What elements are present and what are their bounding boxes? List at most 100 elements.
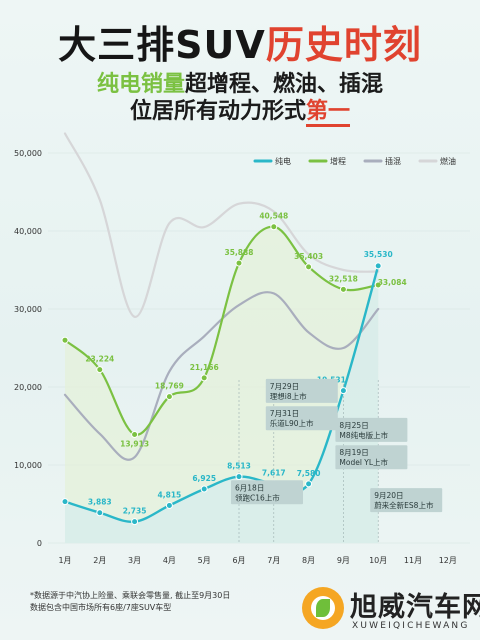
data-point-erev bbox=[61, 336, 69, 344]
data-point-erev bbox=[305, 263, 313, 271]
annotation-text: Model YL上市 bbox=[339, 457, 388, 467]
annotation-text: 8月19日 bbox=[339, 448, 368, 457]
data-point-erev bbox=[96, 366, 104, 374]
data-label-erev: 35,888 bbox=[225, 248, 254, 257]
subheadline-line2-text: 位居所有动力形式 bbox=[129, 99, 306, 124]
footnote: *数据源于中汽协上险量、乘联会零售量, 截止至9月30日 数据包含中国市场所有6… bbox=[30, 590, 230, 614]
annotation-bg bbox=[370, 488, 443, 513]
data-point-bev bbox=[131, 518, 139, 526]
x-tick-label: 1月 bbox=[58, 556, 71, 565]
y-tick-label: 20,000 bbox=[14, 383, 42, 392]
x-tick-label: 9月 bbox=[337, 556, 350, 565]
data-point-bev bbox=[61, 498, 69, 506]
annotation-bg bbox=[265, 406, 338, 431]
annotation-bg bbox=[335, 445, 408, 470]
data-label-erev: 40,548 bbox=[259, 212, 288, 221]
data-point-bev bbox=[339, 387, 347, 395]
data-point-erev bbox=[131, 430, 139, 438]
legend-label-phev: 插混 bbox=[385, 156, 401, 166]
subheadline-line2: 位居所有动力形式第一 bbox=[0, 98, 480, 127]
data-label-bev: 2,735 bbox=[123, 507, 147, 516]
series-line-ice bbox=[63, 132, 380, 318]
logo-text-cn: 旭威汽车网 bbox=[350, 592, 480, 623]
series-line-erev bbox=[63, 225, 380, 436]
headline-part2: 历史时刻 bbox=[265, 23, 422, 67]
data-label-bev: 8,513 bbox=[227, 462, 251, 471]
series-line-phev bbox=[63, 291, 380, 461]
x-tick-label: 5月 bbox=[198, 556, 211, 565]
annotation-text: 9月20日 bbox=[374, 491, 403, 500]
data-point-bev bbox=[235, 473, 243, 481]
data-point-erev bbox=[165, 393, 173, 401]
data-label-bev: 3,883 bbox=[88, 498, 112, 507]
x-tick-label: 12月 bbox=[439, 556, 457, 565]
headline-part1: 大三排SUV bbox=[58, 23, 266, 67]
data-point-bev bbox=[200, 485, 208, 493]
subheadline-first: 第一 bbox=[306, 100, 351, 127]
data-label-erev: 33,084 bbox=[378, 278, 407, 287]
data-point-erev bbox=[200, 374, 208, 382]
x-tick-label: 8月 bbox=[302, 556, 315, 565]
y-tick-label: 10,000 bbox=[14, 461, 42, 470]
subheadline-highlight: 纯电销量 bbox=[96, 72, 185, 97]
annotation-text: 6月18日 bbox=[235, 483, 264, 492]
data-label-bev: 35,530 bbox=[364, 250, 393, 259]
data-label-erev: 23,224 bbox=[85, 355, 114, 364]
data-label-erev: 35,403 bbox=[294, 252, 323, 261]
erev-area bbox=[65, 226, 379, 543]
subheadline-rest: 超增程、燃油、插混 bbox=[185, 72, 384, 97]
data-label-erev: 18,769 bbox=[155, 382, 184, 391]
x-tick-label: 6月 bbox=[232, 556, 245, 565]
data-point-bev bbox=[305, 480, 313, 488]
y-tick-label: 50,000 bbox=[14, 149, 42, 158]
data-label-bev: 7,617 bbox=[262, 469, 286, 478]
x-tick-label: 11月 bbox=[404, 556, 422, 565]
legend-label-ice: 燃油 bbox=[440, 156, 456, 166]
headline: 大三排SUV历史时刻 bbox=[0, 22, 480, 68]
x-tick-label: 7月 bbox=[267, 556, 280, 565]
data-point-bev bbox=[374, 262, 382, 270]
data-label-erev: 21,166 bbox=[190, 363, 219, 372]
data-point-bev bbox=[165, 501, 173, 509]
y-tick-label: 0 bbox=[37, 539, 42, 548]
subheadline-line1: 纯电销量超增程、燃油、插混 bbox=[0, 71, 480, 99]
bev-area bbox=[65, 265, 379, 543]
data-label-bev: 7,580 bbox=[297, 469, 321, 478]
data-point-erev bbox=[339, 285, 347, 293]
y-tick-label: 30,000 bbox=[14, 305, 42, 314]
x-tick-label: 4月 bbox=[163, 556, 176, 565]
data-point-erev bbox=[235, 259, 243, 267]
annotation-bg bbox=[231, 480, 303, 505]
data-point-bev bbox=[96, 509, 104, 517]
x-tick-label: 2月 bbox=[93, 556, 106, 565]
data-point-erev bbox=[270, 223, 278, 231]
annotation-bg bbox=[335, 417, 408, 442]
orange-logo-icon bbox=[302, 587, 344, 629]
x-tick-label: 10月 bbox=[369, 556, 387, 565]
annotation-text: 乐道L90上市 bbox=[270, 418, 314, 428]
y-tick-label: 40,000 bbox=[14, 227, 42, 236]
data-label-bev: 6,925 bbox=[192, 474, 216, 483]
annotation-text: 蔚来全新ES8上市 bbox=[374, 500, 434, 510]
data-point-erev bbox=[374, 281, 382, 289]
footnote-line1: *数据源于中汽协上险量、乘联会零售量, 截止至9月30日 bbox=[30, 591, 231, 600]
leaf-icon bbox=[316, 599, 330, 617]
annotation-text: 7月29日 bbox=[270, 382, 299, 391]
annotation-text: 理想i8上市 bbox=[270, 391, 307, 401]
legend-label-bev: 纯电 bbox=[275, 156, 291, 166]
data-label-erev: 13,913 bbox=[120, 439, 149, 448]
annotation-text: 7月31日 bbox=[270, 409, 299, 418]
annotation-text: M8纯电版上市 bbox=[339, 430, 388, 440]
x-tick-label: 3月 bbox=[128, 556, 141, 565]
footnote-line2: 数据包含中国市场所有6座/7座SUV车型 bbox=[30, 603, 172, 612]
site-logo: 旭威汽车网 XUWEIQICHEWANG bbox=[300, 583, 480, 638]
logo-text-en: XUWEIQICHEWANG bbox=[352, 621, 470, 631]
annotation-text: 8月25日 bbox=[339, 421, 368, 430]
